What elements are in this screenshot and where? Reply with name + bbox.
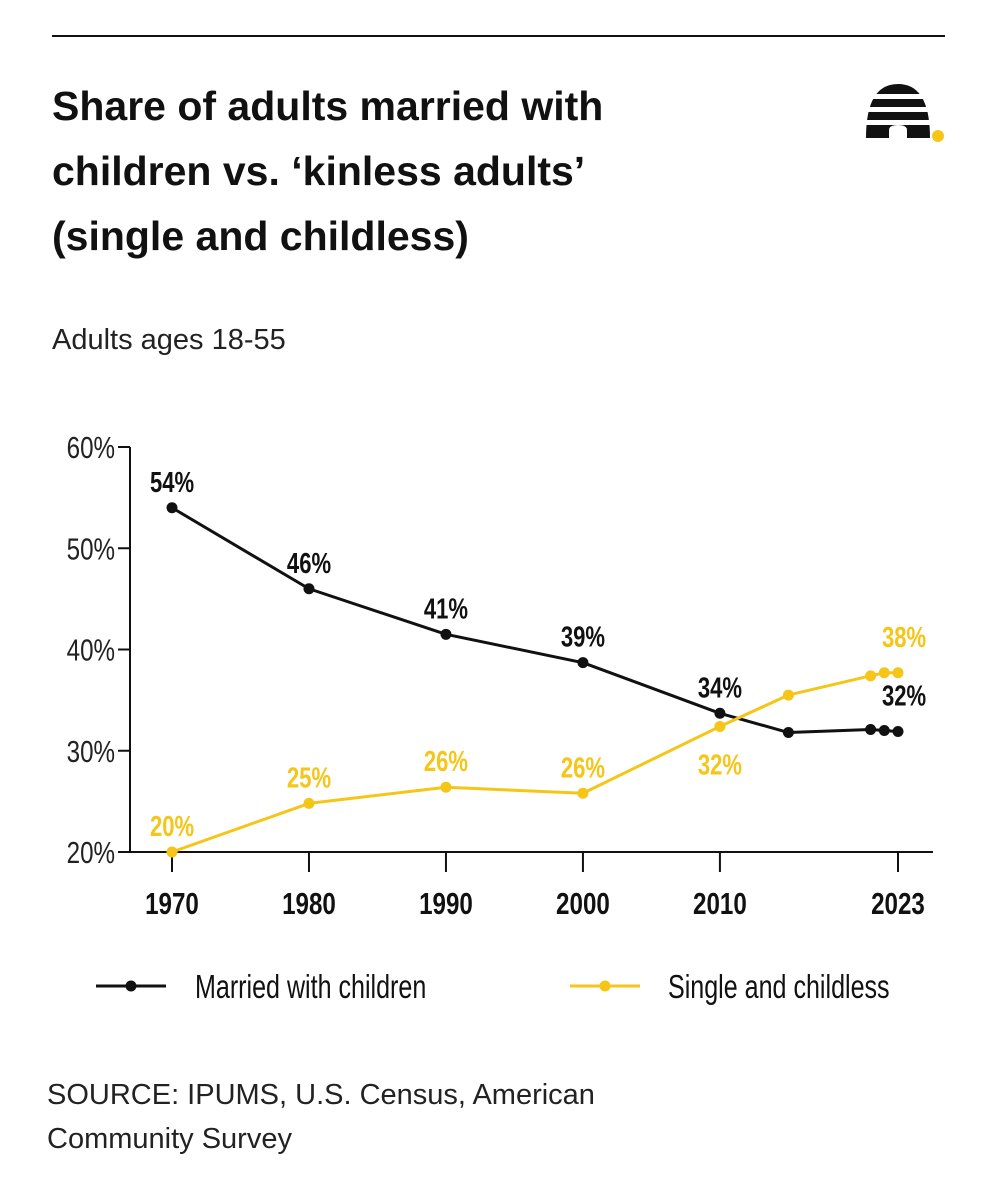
y-tick-label: 40% — [67, 633, 115, 668]
data-point-single-and-childless — [440, 781, 452, 793]
line-chart: 20%30%40%50%60%1970 1980 1990 2000 2010 2023 … — [67, 430, 933, 1006]
data-label-married-with-children: 32% — [882, 681, 926, 713]
y-tick-label: 30% — [67, 734, 115, 769]
data-point-married-with-children — [166, 502, 178, 514]
data-label-single-and-childless: 32% — [698, 750, 742, 782]
title-line-3: (single and childless) — [52, 213, 469, 259]
data-point-single-and-childless — [166, 846, 178, 858]
data-point-married-with-children — [440, 628, 452, 640]
data-point-single-and-childless — [892, 667, 904, 679]
data-point-single-and-childless — [714, 720, 726, 732]
data-label-married-with-children: 41% — [424, 594, 468, 626]
data-label-married-with-children: 54% — [150, 467, 194, 499]
data-point-single-and-childless — [577, 787, 589, 799]
top-rule — [52, 35, 945, 37]
y-tick-label: 50% — [67, 531, 115, 566]
legend-label-married-with-children: Married with children — [195, 969, 426, 1006]
data-label-single-and-childless: 25% — [287, 763, 331, 795]
x-tick-label: 2023 — [871, 886, 925, 921]
data-point-married-with-children — [714, 707, 726, 719]
legend-marker-married-with-children — [125, 980, 137, 992]
data-label-married-with-children: 46% — [287, 548, 331, 580]
chart-subtitle: Adults ages 18-55 — [52, 324, 286, 356]
x-tick-label: 1990 — [419, 886, 473, 921]
data-point-married-with-children — [892, 726, 904, 738]
legend-marker-single-and-childless — [599, 980, 611, 992]
data-point-single-and-childless — [303, 797, 315, 809]
x-tick-label: 2010 — [693, 886, 747, 921]
beehive-logo-icon — [858, 84, 944, 142]
source-line-2: Community Survey — [47, 1123, 292, 1155]
data-point-married-with-children — [878, 725, 890, 736]
data-label-married-with-children: 34% — [698, 673, 742, 705]
chart-axes: 20% 30% 40% 50% 60% 1970 1980 1990 2000 2010 2023 — [67, 430, 933, 921]
chart-legend: Married with children Single and childles… — [96, 969, 890, 1006]
data-point-single-and-childless — [782, 689, 794, 701]
data-point-married-with-children — [865, 723, 877, 735]
legend-label-single-and-childless: Single and childless — [668, 969, 890, 1006]
y-tick-label: 60% — [67, 430, 115, 465]
source-note: SOURCE: IPUMS, U.S. Census, American Com… — [47, 1073, 747, 1161]
x-tick-label: 1970 — [145, 886, 199, 921]
y-tick-label: 20% — [67, 835, 115, 870]
data-point-married-with-children — [782, 727, 794, 739]
data-point-single-and-childless — [878, 667, 890, 679]
source-line-1: SOURCE: IPUMS, U.S. Census, American — [47, 1079, 595, 1111]
x-tick-label: 1980 — [282, 886, 336, 921]
data-label-single-and-childless: 26% — [561, 753, 605, 785]
data-point-married-with-children — [303, 583, 315, 595]
title-line-1: Share of adults married with — [52, 83, 604, 129]
data-point-single-and-childless — [865, 670, 877, 682]
data-label-single-and-childless: 20% — [150, 811, 194, 843]
chart-title: Share of adults married with children vs… — [52, 74, 772, 269]
data-point-married-with-children — [577, 657, 589, 669]
data-label-single-and-childless: 38% — [882, 622, 926, 654]
chart-series: 54% 46% 41% 39% 34% 32% 20% 25% 26% 26% 32% 38% — [150, 467, 926, 858]
x-tick-label: 2000 — [556, 886, 610, 921]
data-label-single-and-childless: 26% — [424, 746, 468, 778]
data-label-married-with-children: 39% — [561, 622, 605, 654]
title-line-2: children vs. ‘kinless adults’ — [52, 148, 586, 194]
